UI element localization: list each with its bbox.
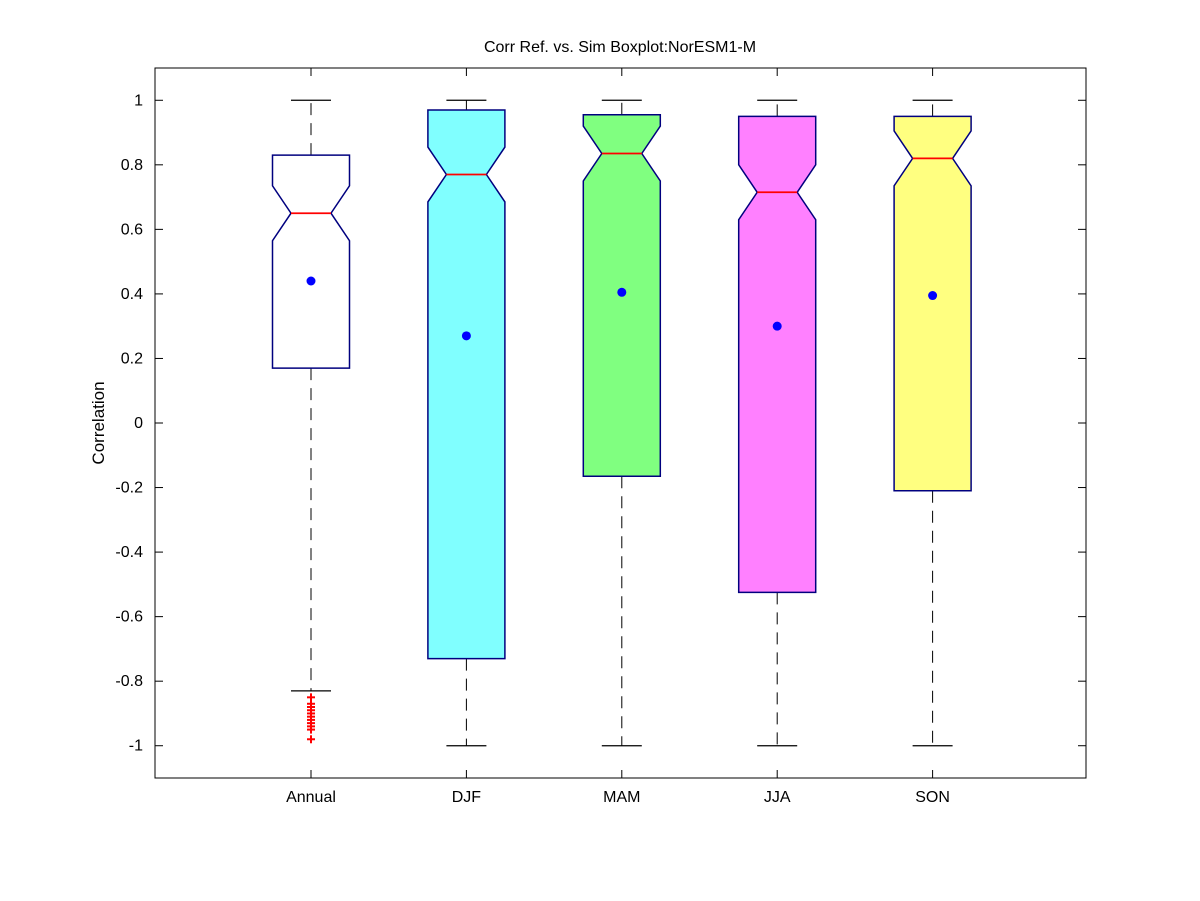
y-tick-label: -0.4 xyxy=(115,544,143,561)
box-body xyxy=(893,115,972,492)
x-tick-label-annual: Annual xyxy=(286,789,336,806)
box-body xyxy=(737,115,817,594)
y-tick-label: -0.6 xyxy=(115,609,143,626)
x-tick-label-son: SON xyxy=(915,789,950,806)
mean-marker xyxy=(772,321,782,331)
x-tick-label-jja: JJA xyxy=(764,789,791,806)
box-body xyxy=(271,154,351,369)
box-group-djf xyxy=(427,99,506,747)
x-tick-label-mam: MAM xyxy=(603,789,640,806)
box-group-mam xyxy=(582,99,662,747)
y-tick-label: 0.4 xyxy=(121,286,143,303)
y-tick-label: 0 xyxy=(134,415,143,432)
chart-title: Corr Ref. vs. Sim Boxplot:NorESM1-M xyxy=(484,39,756,56)
box-group-son xyxy=(893,99,972,747)
box-group-annual xyxy=(271,99,351,744)
mean-marker xyxy=(461,331,471,341)
x-tick-label-djf: DJF xyxy=(452,789,482,806)
y-tick-label: -0.8 xyxy=(115,673,143,690)
y-tick-label: -1 xyxy=(129,738,143,755)
ticks-layer: -1 -0.8 -0.6 -0.4 -0.2 0 0.2 0.4 0.6 0.8 1 Annual DJ… xyxy=(115,68,1086,806)
boxes-layer xyxy=(271,99,972,747)
y-tick-label: 0.6 xyxy=(121,221,143,238)
y-axis-label: Correlation xyxy=(89,381,108,464)
mean-marker xyxy=(306,276,316,286)
y-tick-label: 0.2 xyxy=(121,350,143,367)
y-tick-label: 0.8 xyxy=(121,157,143,174)
y-tick-label: -0.2 xyxy=(115,480,143,497)
y-tick-label: 1 xyxy=(134,92,143,109)
mean-marker xyxy=(928,291,938,301)
box-body xyxy=(427,109,506,660)
mean-marker xyxy=(617,287,627,297)
box-group-jja xyxy=(737,99,817,747)
